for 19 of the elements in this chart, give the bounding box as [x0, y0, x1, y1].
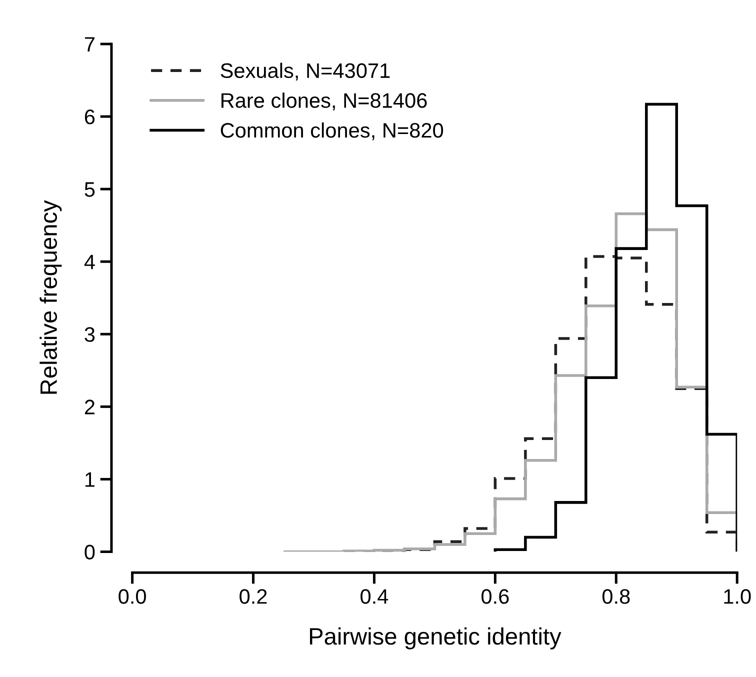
y-tick-label: 5 — [84, 182, 95, 197]
legend-label: Sexuals, N=43071 — [220, 62, 390, 81]
y-tick-label: 2 — [84, 400, 94, 414]
y-tick-label: 6 — [84, 110, 95, 124]
y-tick-label: 1 — [86, 472, 94, 487]
legend-label: Rare clones, N=81406 — [222, 92, 427, 110]
x-axis-title: Pairwise genetic identity — [310, 627, 562, 650]
x-tick-label: 0.8 — [602, 589, 630, 604]
y-tick-label: 3 — [84, 327, 95, 342]
x-tick-label: 1.0 — [724, 589, 751, 604]
x-tick-label: 0.2 — [240, 589, 267, 604]
y-tick-label: 7 — [84, 37, 94, 52]
y-tick-label: 4 — [84, 254, 95, 270]
x-tick-label: 0.4 — [360, 589, 388, 604]
x-tick-label: 0.6 — [482, 589, 509, 604]
x-tick-label: 0.0 — [118, 589, 146, 604]
y-tick-label: 0 — [84, 544, 95, 560]
y-axis-title: Relative frequency — [40, 200, 62, 394]
legend-label: Common clones, N=820 — [220, 122, 444, 140]
